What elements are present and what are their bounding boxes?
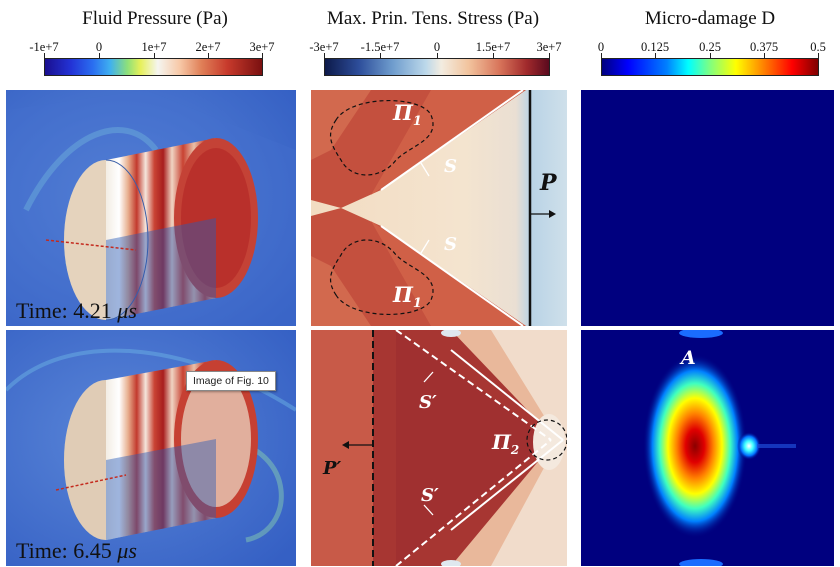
damage-tick-4: 0.5 <box>810 40 826 54</box>
pressure-panel-bottom <box>6 330 296 566</box>
s-label-lower: S <box>444 234 457 255</box>
pi-symbol: Π <box>393 282 413 307</box>
stress-tick-0: -3e+7 <box>309 40 339 54</box>
pi1-label-upper: Π1 <box>393 100 422 129</box>
p-prime-label: P′ <box>323 458 342 479</box>
damage-tick-3: 0.375 <box>749 40 779 54</box>
pi-symbol: Π <box>393 100 413 125</box>
stress-tick-4: 3e+7 <box>536 40 562 54</box>
stress-tick-1: -1.5e+7 <box>360 40 400 54</box>
pressure-title: Fluid Pressure (Pa) <box>82 8 228 29</box>
damage-panel-top <box>581 90 834 326</box>
pi-subscript: 1 <box>412 296 422 312</box>
pressure-tickmark <box>208 53 209 58</box>
stress-panel-top <box>311 90 567 326</box>
stress-tickmark <box>437 53 438 58</box>
damage-tick-0: 0 <box>597 40 605 54</box>
pressure-tick-3: 2e+7 <box>195 40 221 54</box>
pressure-tick-2: 1e+7 <box>141 40 167 54</box>
pi-symbol: Π <box>492 430 511 454</box>
damage-tickmark <box>710 53 711 58</box>
damage-panel-bottom <box>581 330 834 566</box>
pressure-tickmark <box>154 53 155 58</box>
time-label-bottom: Time: 6.45 μs <box>16 538 137 564</box>
stress-tickmark <box>324 53 325 58</box>
s-prime-label-upper: S′ <box>419 392 437 413</box>
stress-colorbar <box>324 58 550 76</box>
pressure-tickmark <box>44 53 45 58</box>
stress-tick-3: 1.5e+7 <box>475 40 511 54</box>
stress-tickmark <box>380 53 381 58</box>
damage-colorbar <box>601 58 819 76</box>
damage-tickmark <box>601 53 602 58</box>
damage-tick-2: 0.25 <box>699 40 721 54</box>
time-unit-bottom: μs <box>117 538 137 563</box>
damage-tick-1: 0.125 <box>640 40 670 54</box>
stress-tick-2: 0 <box>433 40 441 54</box>
pressure-tick-1: 0 <box>95 40 103 54</box>
s-label-upper: S <box>444 156 457 177</box>
pressure-tick-4: 3e+7 <box>249 40 275 54</box>
pi1-label-lower: Π1 <box>393 282 422 311</box>
pressure-colorbar <box>44 58 263 76</box>
damage-tickmark <box>818 53 819 58</box>
pressure-tickmark <box>262 53 263 58</box>
time-unit-top: μs <box>117 298 137 323</box>
image-tooltip: Image of Fig. 10 <box>186 371 276 391</box>
pi2-label: Π2 <box>492 430 519 457</box>
p-label: P <box>540 170 557 196</box>
damage-tickmark <box>764 53 765 58</box>
pi-subscript: 2 <box>510 443 520 457</box>
pi-subscript: 1 <box>412 114 422 130</box>
pressure-panel-top <box>6 90 296 326</box>
time-value-bottom: Time: 6.45 <box>16 538 118 563</box>
s-prime-label-lower: S′ <box>421 485 439 506</box>
time-label-top: Time: 4.21 μs <box>16 298 137 324</box>
damage-title: Micro-damage D <box>644 8 776 29</box>
damage-tickmark <box>655 53 656 58</box>
stress-title: Max. Prin. Tens. Stress (Pa) <box>326 8 540 29</box>
time-value-top: Time: 4.21 <box>16 298 118 323</box>
stress-panel-bottom <box>311 330 567 566</box>
a-label: A <box>681 347 696 369</box>
stress-tickmark <box>549 53 550 58</box>
stress-tickmark <box>493 53 494 58</box>
pressure-tick-0: -1e+7 <box>29 40 59 54</box>
pressure-tickmark <box>99 53 100 58</box>
